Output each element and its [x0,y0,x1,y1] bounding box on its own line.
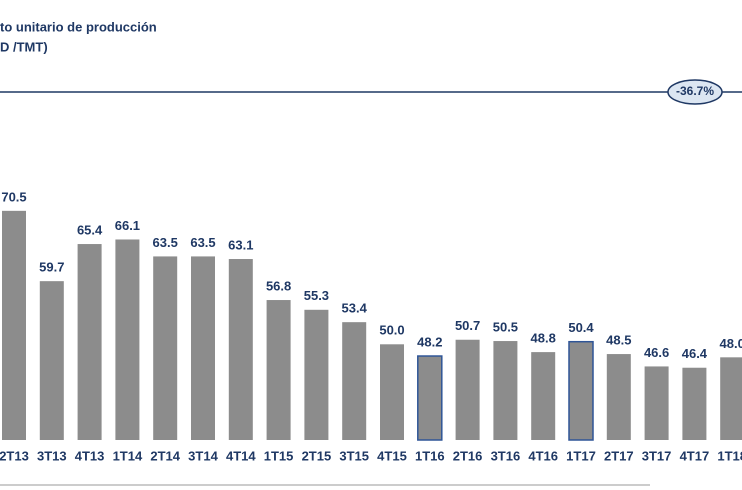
x-tick-label: 4T15 [377,448,407,463]
value-label: 50.4 [568,320,594,335]
x-tick-label: 2T14 [150,448,180,463]
value-label: 48.2 [417,334,442,349]
bar [342,322,367,440]
value-label: 53.4 [342,301,368,316]
x-tick-label: 1T17 [566,448,596,463]
value-label: 70.5 [1,189,26,204]
x-tick-label: 4T17 [680,448,710,463]
x-tick-label: 1T14 [113,448,143,463]
bar [228,259,253,440]
bar [191,256,215,440]
bar [2,210,26,440]
bar [720,357,742,440]
value-label: 66.1 [115,218,140,233]
x-tick-label: 2T15 [302,448,332,463]
value-label: 46.6 [644,345,669,360]
x-tick-label: 2T16 [453,448,483,463]
annotation: -36.7% [676,84,714,98]
x-tick-label: 3T17 [642,448,672,463]
x-tick-label: 3T14 [188,448,218,463]
x-tick-label: 2T13 [0,448,29,463]
x-tick-label: 3T16 [491,448,521,463]
x-tick-label: 1T15 [264,448,294,463]
value-label: 50.5 [493,319,518,334]
value-label: 63.5 [190,235,215,250]
value-label: 50.0 [379,323,404,338]
bar [568,340,594,441]
bar [644,366,669,440]
bar [417,355,443,441]
x-tick-label: 1T16 [415,448,445,463]
value-label: 59.7 [39,260,64,275]
value-label: 63.1 [228,237,253,252]
bar [304,309,329,440]
bar [77,244,102,440]
value-label: 48.5 [606,333,631,348]
bar [115,239,140,440]
value-label: 48.8 [531,331,556,346]
bar [266,300,291,440]
x-tick-label: 2T17 [604,448,634,463]
value-label: 48.0 [720,336,742,351]
bar [682,367,707,440]
bar [153,256,178,440]
value-label: 46.4 [682,346,708,361]
chart-subtitle: D /TMT) [0,39,48,54]
bar [39,281,64,440]
value-label: 63.5 [153,235,178,250]
bar [606,354,631,440]
x-tick-label: 3T15 [339,448,369,463]
bar [493,341,518,440]
x-tick-label: 4T13 [75,448,105,463]
value-label: 56.8 [266,278,291,293]
value-label: 55.3 [304,288,329,303]
bar [380,344,404,440]
chart-title: to unitario de producción [0,19,157,34]
x-tick-label: 4T16 [528,448,558,463]
bar [455,339,480,440]
value-label: 50.7 [455,318,480,333]
x-tick-label: 3T13 [37,448,67,463]
x-tick-label: 1T18 [717,448,742,463]
value-label: 65.4 [77,222,103,237]
x-tick-label: 4T14 [226,448,256,463]
annotation-bubble [667,79,723,105]
bar [531,352,556,440]
